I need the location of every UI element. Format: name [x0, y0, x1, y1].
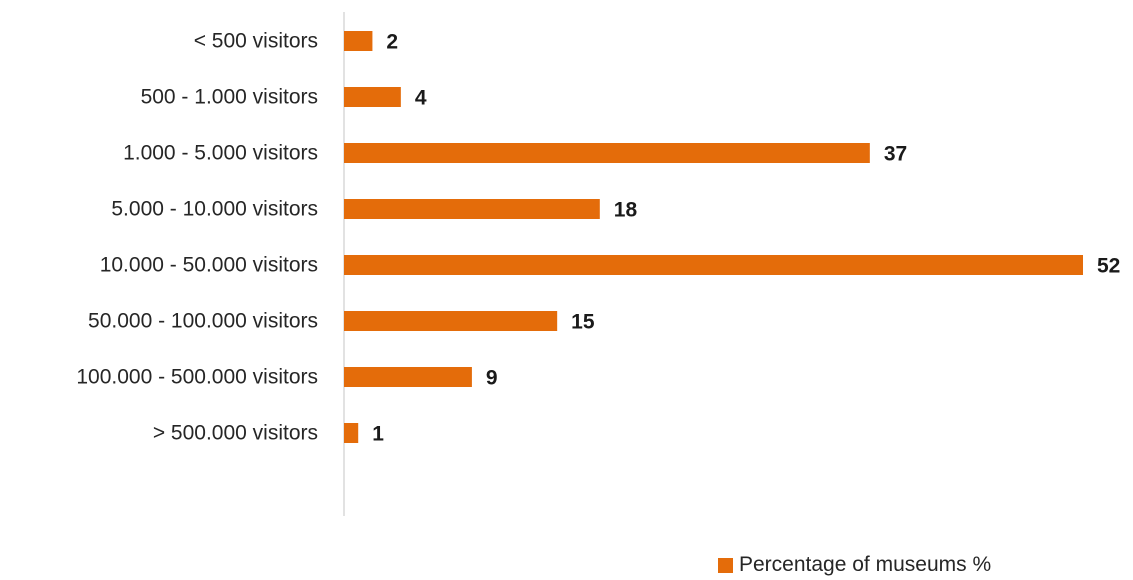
bar: [344, 143, 870, 163]
legend-swatch: [718, 557, 733, 573]
data-label: 52: [1097, 255, 1120, 278]
bar: [344, 255, 1083, 275]
data-label: 9: [486, 367, 498, 390]
data-label: 2: [386, 31, 398, 54]
category-label: > 500.000 visitors: [153, 422, 318, 445]
category-label: 100.000 - 500.000 visitors: [76, 366, 318, 389]
legend-label: Percentage of museums %: [739, 553, 992, 576]
bar: [344, 199, 600, 219]
value-labels-layer: 2 4 37 18 52 15 9 1: [372, 31, 1120, 446]
legend: Percentage of museums %: [718, 553, 991, 577]
data-label: 37: [884, 143, 907, 166]
bar: [344, 423, 359, 443]
bar: [344, 31, 373, 51]
bar: [344, 87, 401, 107]
category-label: 1.000 - 5.000 visitors: [123, 142, 318, 165]
data-label: 18: [614, 199, 638, 222]
category-labels-layer: < 500 visitors 500 - 1.000 visitors 1.000 …: [76, 30, 318, 445]
bar: [344, 311, 558, 331]
data-label: 15: [571, 311, 595, 334]
category-label: 50.000 - 100.000 visitors: [88, 310, 318, 333]
category-label: 10.000 - 50.000 visitors: [100, 254, 318, 277]
bar: [344, 367, 472, 387]
data-label: 4: [415, 87, 427, 110]
bars-layer: [344, 31, 1083, 443]
category-label: < 500 visitors: [194, 30, 318, 53]
data-label: 1: [372, 423, 384, 446]
category-label: 500 - 1.000 visitors: [141, 86, 318, 109]
category-label: 5.000 - 10.000 visitors: [111, 198, 318, 221]
